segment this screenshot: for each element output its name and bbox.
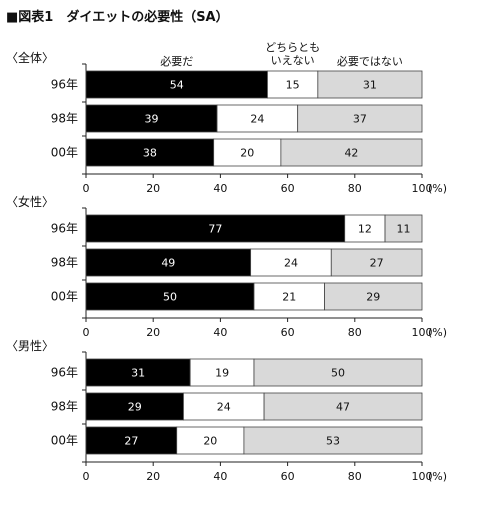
bar-segment: [317, 70, 423, 99]
data-label: 20: [240, 147, 254, 160]
bar-segment: [85, 138, 215, 167]
category-label: 00年: [51, 290, 78, 304]
data-label: 47: [336, 401, 350, 414]
data-label: 50: [331, 367, 345, 380]
bar-segment: [324, 282, 423, 311]
data-label: 24: [217, 401, 231, 414]
x-tick-label: 0: [83, 326, 90, 339]
bar-segment: [85, 248, 252, 277]
bar-segment: [85, 214, 346, 243]
panel-title: 〈女性〉: [6, 194, 54, 209]
data-label: 53: [326, 435, 340, 448]
data-label: 29: [128, 401, 142, 414]
legend-label-2: 必要ではない: [337, 55, 403, 68]
data-label: 24: [250, 113, 264, 126]
x-axis-unit: (%): [428, 326, 447, 339]
x-tick-label: 80: [348, 326, 362, 339]
data-label: 24: [284, 257, 298, 270]
category-label: 00年: [51, 146, 78, 160]
panel-title: 〈男性〉: [6, 339, 54, 353]
x-tick-label: 20: [146, 182, 160, 195]
data-label: 38: [143, 147, 157, 160]
data-label: 49: [161, 257, 175, 270]
legend-label-1: どちらともいえない: [265, 41, 320, 67]
x-tick-label: 100: [412, 326, 433, 339]
bar-segment: [85, 104, 218, 133]
x-tick-label: 60: [281, 326, 295, 339]
data-label: 39: [145, 113, 159, 126]
x-tick-label: 100: [412, 470, 433, 483]
panel-title: 〈全体〉: [6, 50, 54, 65]
category-label: 96年: [51, 222, 78, 236]
x-tick-label: 40: [213, 470, 227, 483]
chart-panel-0: 〈全体〉 0 20 40 60 80 100(%) 96年 54 15 31 98年 39 24 37 00年…: [6, 50, 447, 195]
bar-segment: [297, 104, 423, 133]
bar-segment: [263, 392, 423, 421]
data-label: 19: [215, 367, 229, 380]
chart-panel-2: 〈男性〉 0 20 40 60 80 100(%) 96年 31 19 50 98年 29 24 47 00年…: [6, 339, 447, 483]
x-tick-label: 100: [412, 182, 433, 195]
data-label: 27: [124, 435, 138, 448]
category-label: 00年: [51, 434, 78, 448]
data-label: 31: [363, 79, 377, 92]
x-tick-label: 40: [213, 326, 227, 339]
x-axis-unit: (%): [428, 182, 447, 195]
bar-segment: [384, 214, 423, 243]
bar-segment: [253, 282, 325, 311]
chart-panel-1: 〈女性〉 0 20 40 60 80 100(%) 96年 77 12 11 98年 49 24 27 00年…: [6, 194, 447, 339]
data-label: 20: [203, 435, 217, 448]
data-label: 12: [358, 223, 372, 236]
bar-segment: [183, 392, 265, 421]
legend: 必要だ どちらともいえない必要ではない: [160, 41, 403, 68]
x-tick-label: 20: [146, 326, 160, 339]
category-label: 96年: [51, 366, 78, 380]
x-tick-label: 20: [146, 470, 160, 483]
x-tick-label: 40: [213, 182, 227, 195]
bar-segment: [250, 248, 332, 277]
data-label: 31: [131, 367, 145, 380]
data-label: 54: [170, 79, 184, 92]
bar-segment: [85, 282, 255, 311]
bar-segment: [330, 248, 423, 277]
data-label: 15: [286, 79, 300, 92]
category-label: 98年: [51, 112, 78, 126]
x-tick-label: 80: [348, 182, 362, 195]
data-label: 50: [163, 291, 177, 304]
data-label: 29: [366, 291, 380, 304]
bar-segment: [176, 426, 245, 455]
bar-segment: [280, 138, 423, 167]
category-label: 98年: [51, 400, 78, 414]
x-tick-label: 0: [83, 470, 90, 483]
category-label: 98年: [51, 256, 78, 270]
x-tick-label: 60: [281, 470, 295, 483]
bar-segment: [85, 70, 268, 99]
legend-label-0: 必要だ: [160, 55, 193, 68]
x-tick-label: 60: [281, 182, 295, 195]
bar-segment: [344, 214, 386, 243]
data-label: 42: [344, 147, 358, 160]
bar-segment: [253, 358, 423, 387]
x-tick-label: 0: [83, 182, 90, 195]
category-label: 96年: [51, 78, 78, 92]
data-label: 27: [370, 257, 384, 270]
bar-segment: [85, 392, 184, 421]
x-tick-label: 80: [348, 470, 362, 483]
bar-segment: [216, 104, 299, 133]
data-label: 11: [397, 223, 411, 236]
data-label: 37: [353, 113, 367, 126]
figure-title: ■図表1 ダイエットの必要性（SA）: [6, 9, 229, 25]
x-axis-unit: (%): [428, 470, 447, 483]
bar-segment: [243, 426, 423, 455]
data-label: 21: [282, 291, 296, 304]
data-label: 77: [208, 223, 222, 236]
